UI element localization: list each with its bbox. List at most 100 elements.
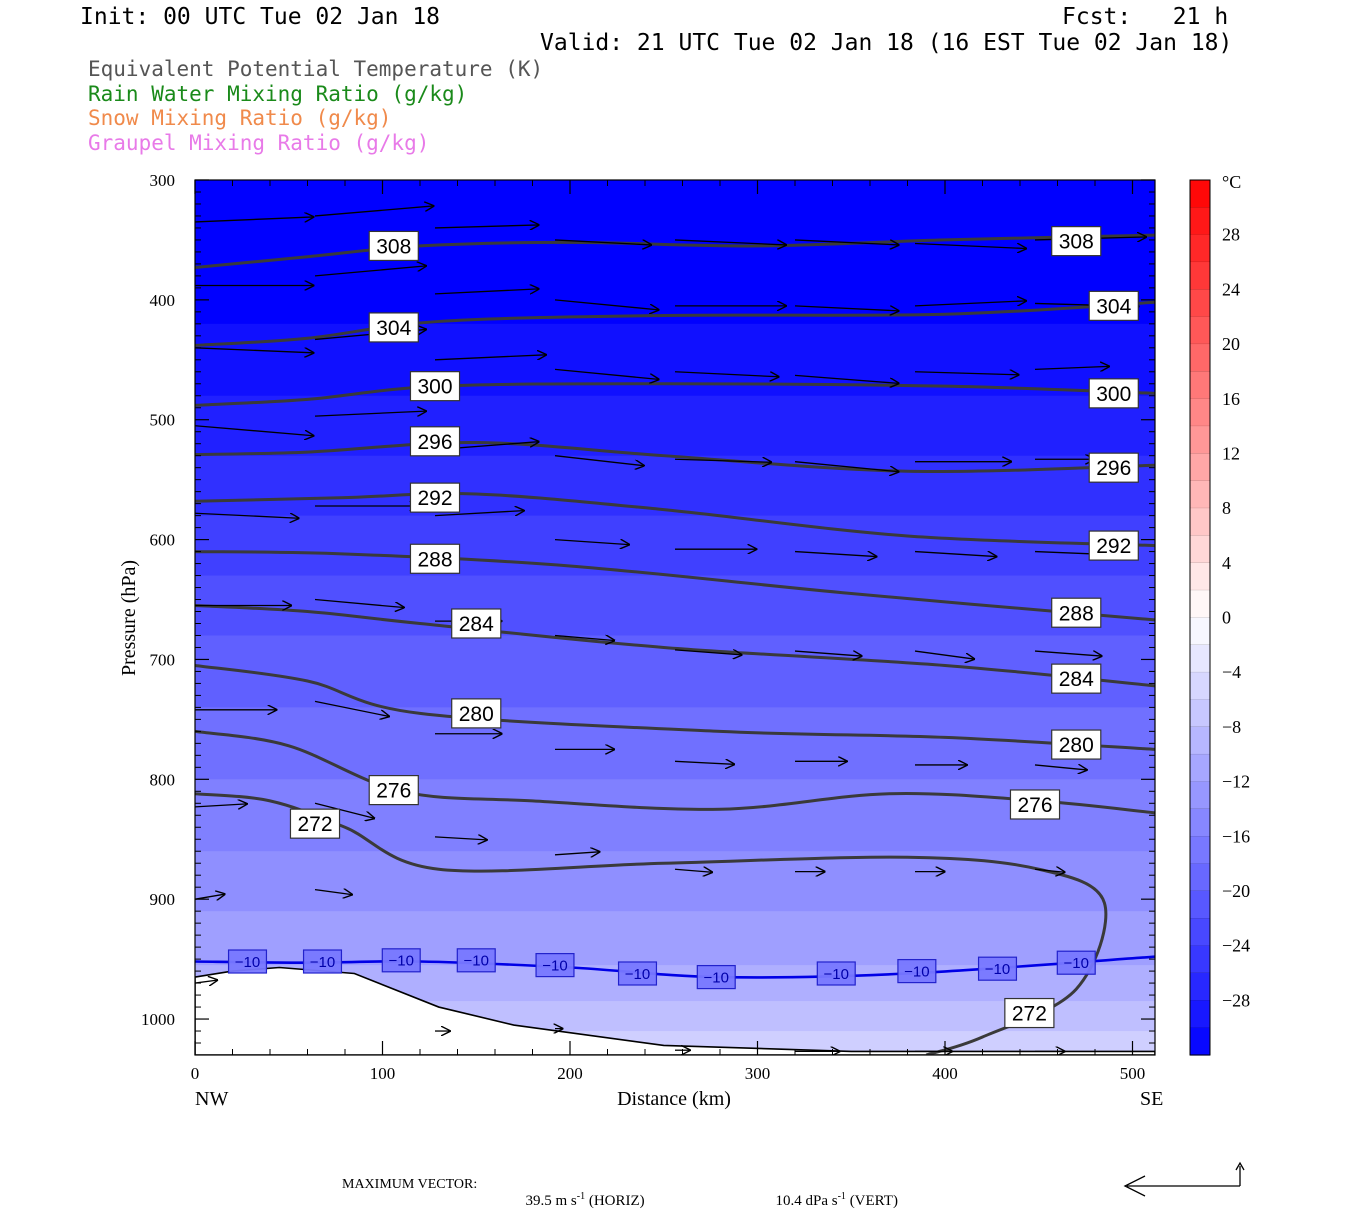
isotherm-label-box	[897, 958, 937, 984]
wind-arrow	[674, 869, 712, 872]
colorbar-swatch	[1190, 590, 1210, 619]
colorbar-label: −24	[1222, 936, 1250, 956]
colorbar-swatch	[1190, 672, 1210, 701]
wind-arrow	[195, 804, 247, 807]
isotherm-label: −10	[985, 961, 1010, 978]
y-tick-label: 900	[150, 890, 176, 909]
wind-arrow	[794, 651, 862, 656]
legend-graupel: Graupel Mixing Ratio (g/kg)	[88, 131, 430, 155]
x-tick-label: 200	[557, 1064, 583, 1083]
wind-arrow	[314, 802, 374, 818]
theta-e-label: 308	[376, 235, 411, 258]
isotherm-label: −10	[625, 966, 650, 983]
wind-arrow	[794, 305, 899, 311]
colorbar-label: 12	[1222, 443, 1240, 463]
theta-e-300	[195, 382, 1155, 407]
y-tick-label: 300	[150, 171, 176, 190]
wind-arrow	[554, 455, 644, 466]
init-label: Init: 00 UTC Tue 02 Jan 18	[80, 4, 441, 30]
theta-e-label: 304	[376, 317, 411, 340]
vert-unit: (VERT)	[849, 1193, 898, 1209]
x-tick-label: 400	[932, 1064, 958, 1083]
wind-arrow	[674, 650, 742, 655]
forecast-hour-label: Fcst: 21 h	[1062, 4, 1229, 30]
y-axis-title: Pressure (hPa)	[118, 560, 140, 676]
x-tick-label: 500	[1120, 1064, 1146, 1083]
colorbar-label: −16	[1222, 826, 1250, 846]
colorbar-swatch	[1190, 344, 1210, 373]
theta-e-label: 304	[1096, 295, 1131, 318]
theta-e-label: 296	[417, 431, 452, 454]
colorbar-swatch	[1190, 836, 1210, 865]
wind-vectors	[195, 206, 1146, 1051]
wind-arrow	[554, 538, 629, 545]
theta-e-label-box	[409, 482, 461, 513]
isotherm-label-box	[381, 948, 421, 973]
colorbar-swatch	[1190, 972, 1210, 1001]
theta-e-label-box	[289, 808, 341, 839]
theta-e-label: 288	[1059, 602, 1094, 625]
theta-e-label-box	[1088, 290, 1139, 321]
theta-e-label: 272	[1012, 1003, 1047, 1026]
temp-band	[195, 575, 1155, 637]
x-end-label-left: NW	[195, 1088, 228, 1110]
axes: 300 400 500 600 700 800 900 1000 0 100 200 300 400 50…	[141, 171, 1155, 1083]
wind-arrow	[914, 242, 1026, 249]
colorbar-swatch	[1190, 316, 1210, 345]
vert-exponent: -1	[837, 1191, 846, 1202]
colorbar-label: 24	[1222, 279, 1240, 299]
x-tick-label: 100	[370, 1064, 396, 1083]
colorbar-label: 4	[1222, 553, 1231, 573]
colorbar-swatch	[1190, 508, 1210, 537]
isotherm-label: −10	[904, 963, 929, 980]
wind-arrow	[314, 266, 426, 277]
contour-labels: 308 308 304 304 300 300 296 296 292 292 288 288 284 2…	[227, 226, 1139, 1029]
isotherm-label: −10	[464, 953, 489, 970]
wind-arrow	[914, 372, 1019, 375]
isotherm-label-box	[456, 948, 496, 973]
terrain-surface	[195, 966, 1155, 1055]
isotherm-label: −10	[235, 954, 260, 971]
theta-e-label: 308	[1059, 231, 1094, 254]
colorbar-swatch	[1190, 371, 1210, 400]
wind-arrow	[914, 650, 974, 659]
isotherm-label: −10	[542, 958, 567, 975]
wind-arrow	[1034, 869, 1065, 872]
colorbar-swatch	[1190, 1000, 1210, 1029]
theta-e-label-box	[1051, 226, 1102, 257]
colorbar-swatch	[1190, 398, 1210, 427]
isotherm-label-box	[1056, 950, 1096, 975]
isotherm-label: −10	[704, 969, 729, 986]
theta-e-label-box	[1088, 452, 1139, 483]
wind-arrow	[314, 890, 352, 895]
terrain	[195, 966, 1155, 1055]
wind-arrow	[794, 550, 876, 557]
wind-arrow	[554, 368, 659, 379]
wind-arrow	[195, 425, 313, 436]
wind-arrow	[314, 206, 433, 217]
colorbar-swatch	[1190, 535, 1210, 564]
colorbar-label: −12	[1222, 772, 1250, 792]
max-vector-vert: 10.4 dPa s-1 (VERT)	[768, 1177, 898, 1209]
valid-time-label: Valid: 21 UTC Tue 02 Jan 18 (16 EST Tue …	[540, 30, 1233, 56]
wind-arrow	[794, 374, 899, 383]
theta-e-label-box	[409, 426, 461, 457]
horiz-unit: (HORIZ)	[588, 1193, 645, 1209]
wind-arrow	[794, 239, 899, 245]
x-tick-label: 0	[191, 1064, 200, 1083]
colorbar-swatch	[1190, 726, 1210, 755]
temp-band	[195, 779, 1155, 853]
isotherm-label-box	[696, 964, 736, 990]
wind-arrow	[914, 550, 996, 557]
theta-e-label: 300	[417, 376, 452, 399]
colorbar-swatch	[1190, 426, 1210, 455]
wind-arrow	[1034, 765, 1087, 770]
temp-band	[195, 851, 1155, 913]
colorbar-unit: °C	[1222, 172, 1241, 192]
isotherm-label: −10	[310, 954, 335, 971]
max-vector-horiz: 39.5 m s-1 (HORIZ)	[518, 1177, 645, 1209]
y-tick-label: 500	[150, 411, 176, 430]
wind-arrow	[554, 635, 614, 640]
wind-arrow	[314, 598, 404, 608]
theta-e-292	[195, 492, 1155, 548]
